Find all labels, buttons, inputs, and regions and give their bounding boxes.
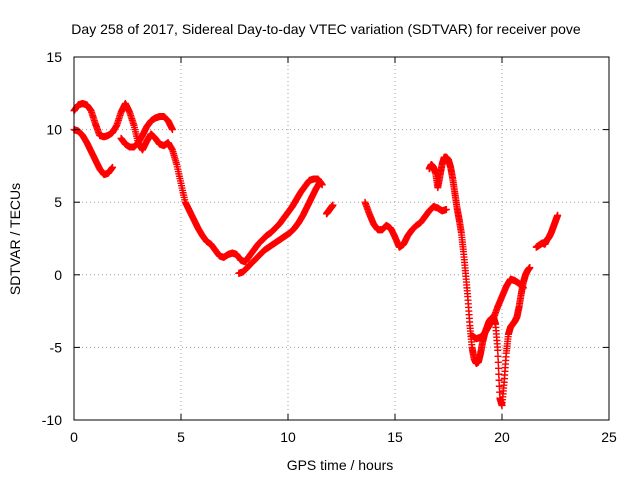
data-point (494, 346, 502, 354)
data-point (495, 382, 503, 390)
series-2 (70, 99, 326, 266)
y-tick-label: 15 (46, 49, 62, 65)
data-point (442, 205, 450, 213)
y-tick-label: 10 (46, 122, 62, 138)
chart-title: Day 258 of 2017, Sidereal Day-to-day VTE… (71, 21, 581, 37)
y-tick-label: 5 (54, 194, 62, 210)
data-point (554, 211, 562, 219)
series-4 (235, 178, 324, 277)
data-point (494, 358, 502, 366)
data-points (70, 99, 562, 409)
y-tick-label: -10 (42, 412, 62, 428)
x-tick-labels: 0 5 10 15 20 25 (70, 429, 617, 445)
data-point (168, 126, 176, 134)
grid-lines (74, 57, 609, 420)
series-1 (70, 126, 117, 179)
axes (73, 56, 610, 421)
y-axis-label: SDTVAR / TECUs (7, 183, 23, 295)
y-tick-labels: -10 -5 0 5 10 15 (42, 49, 62, 428)
plot-frame (73, 56, 610, 421)
data-point (495, 364, 503, 372)
y-tick-label: 0 (54, 267, 62, 283)
x-tick-label: 10 (280, 429, 296, 445)
y-tick-label: -5 (50, 339, 63, 355)
x-tick-label: 25 (601, 429, 617, 445)
x-tick-label: 0 (70, 429, 78, 445)
data-point (495, 370, 503, 378)
series-3 (117, 113, 176, 151)
data-point (329, 201, 337, 209)
data-point (109, 163, 117, 171)
data-point (494, 352, 502, 360)
x-tick-label: 20 (494, 429, 510, 445)
x-tick-label: 5 (177, 429, 185, 445)
data-point (495, 376, 503, 384)
series-7 (425, 153, 534, 409)
series-6 (361, 198, 450, 251)
series-5 (323, 201, 337, 218)
x-axis-label: GPS time / hours (287, 457, 394, 473)
series-9 (532, 211, 562, 251)
data-point (316, 178, 324, 186)
data-point (526, 264, 534, 272)
x-tick-label: 15 (387, 429, 403, 445)
data-point (519, 284, 527, 292)
series-8 (468, 275, 527, 343)
